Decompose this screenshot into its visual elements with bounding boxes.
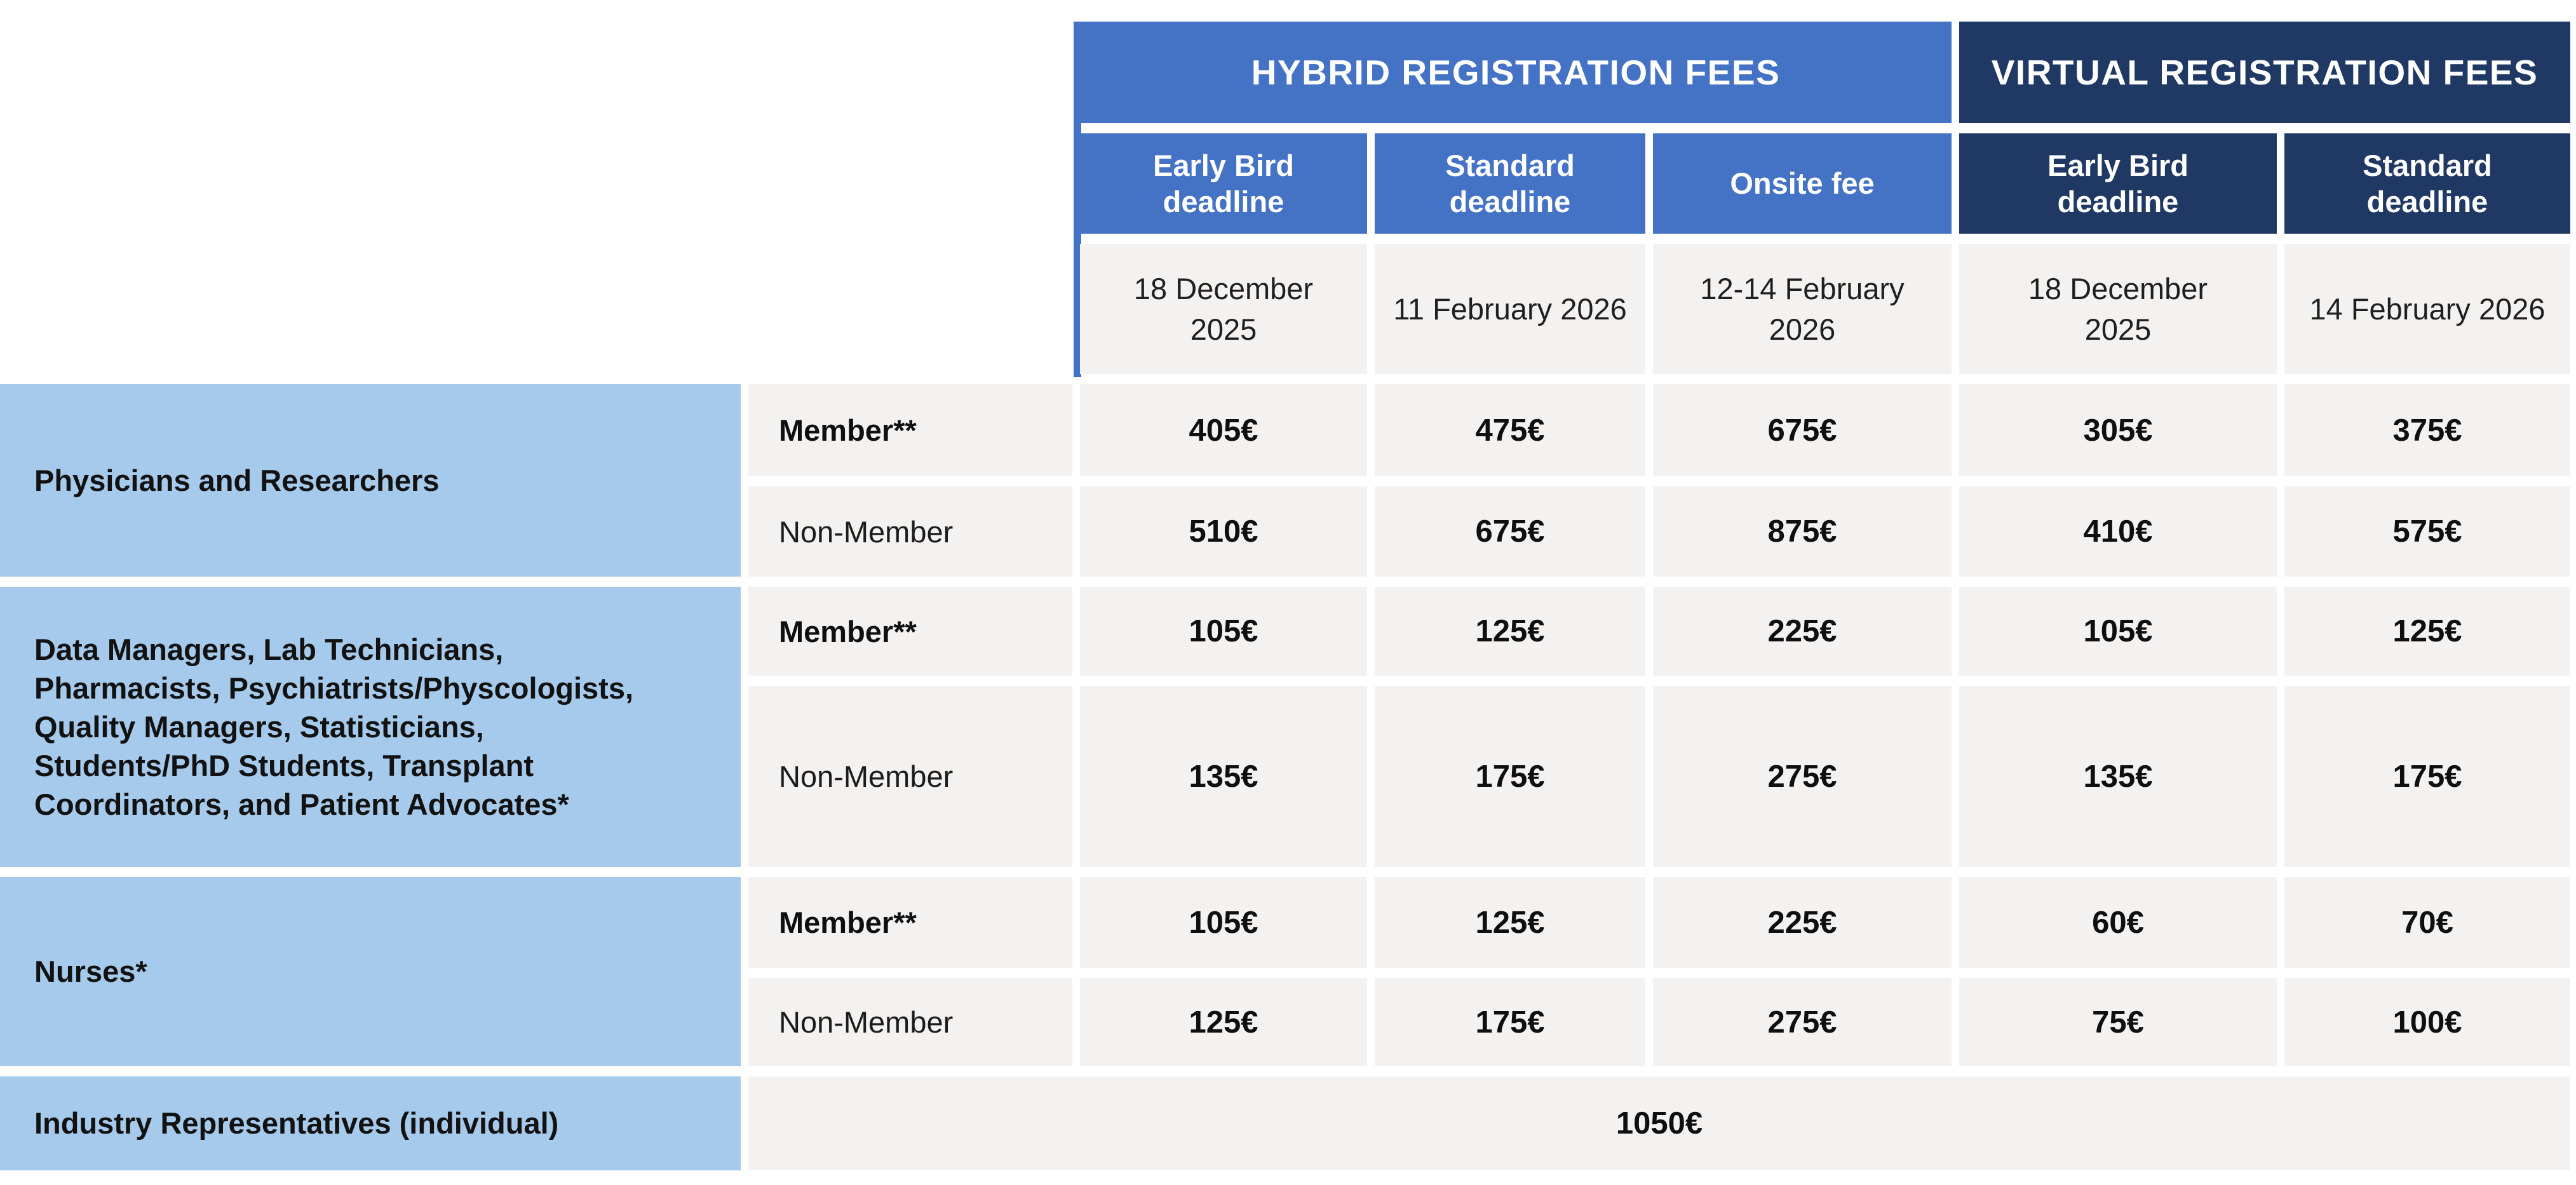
fee-cell: 100€ — [2284, 978, 2570, 1066]
fee-cell: 105€ — [1080, 877, 1367, 968]
deadline-date-label: 12-14 February 2026 — [1700, 272, 1905, 346]
fee-cell: 105€ — [1080, 587, 1367, 676]
fee-cell: 135€ — [1080, 686, 1367, 867]
fee-cell: 75€ — [1959, 978, 2277, 1066]
fee-cell: 135€ — [1959, 686, 2277, 867]
column-header-label: Standard deadline — [1445, 148, 1575, 218]
fee-cell: 175€ — [1375, 978, 1645, 1066]
fee-cell: 575€ — [2284, 486, 2570, 577]
fee-cell: 175€ — [2284, 686, 2570, 867]
membership-label: Non-Member — [748, 978, 1072, 1066]
deadline-date-virtual-standard: 14 February 2026 — [2284, 244, 2570, 374]
deadline-date-label: 18 December 2025 — [2028, 272, 2208, 346]
fee-cell: 125€ — [1375, 587, 1645, 676]
column-header-hybrid-onsite: Onsite fee — [1653, 133, 1952, 234]
membership-label: Member** — [748, 587, 1072, 676]
category-data-managers-allied: Data Managers, Lab Technicians, Pharmaci… — [0, 587, 741, 867]
hybrid-left-accent-bar — [1074, 22, 1081, 377]
category-industry-representatives: Industry Representatives (individual) — [0, 1076, 741, 1170]
column-header-hybrid-early-bird: Early Bird deadline — [1080, 133, 1367, 234]
column-header-label: Standard deadline — [2363, 148, 2492, 218]
fee-cell: 510€ — [1080, 486, 1367, 577]
fee-cell: 175€ — [1375, 686, 1645, 867]
fee-cell: 225€ — [1653, 877, 1952, 968]
hybrid-fees-header: HYBRID REGISTRATION FEES — [1080, 22, 1952, 123]
deadline-date-label: 14 February 2026 — [2309, 291, 2546, 326]
fee-cell: 675€ — [1653, 384, 1952, 476]
column-header-virtual-standard: Standard deadline — [2284, 133, 2570, 234]
column-header-label: Early Bird deadline — [2047, 148, 2189, 218]
registration-fees-table: HYBRID REGISTRATION FEES VIRTUAL REGISTR… — [0, 22, 2570, 1170]
column-header-virtual-early-bird: Early Bird deadline — [1959, 133, 2277, 234]
fee-cell: 125€ — [1080, 978, 1367, 1066]
category-nurses: Nurses* — [0, 877, 741, 1066]
fee-cell: 375€ — [2284, 384, 2570, 476]
fee-cell: 70€ — [2284, 877, 2570, 968]
fee-cell: 105€ — [1959, 587, 2277, 676]
deadline-date-label: 11 February 2026 — [1393, 291, 1627, 326]
fee-cell: 875€ — [1653, 486, 1952, 577]
fee-cell: 305€ — [1959, 384, 2277, 476]
membership-label: Member** — [748, 877, 1072, 968]
fee-cell: 275€ — [1653, 978, 1952, 1066]
deadline-date-hybrid-standard: 11 February 2026 — [1375, 244, 1645, 374]
fee-cell: 125€ — [1375, 877, 1645, 968]
fee-cell: 125€ — [2284, 587, 2570, 676]
deadline-date-label: 18 December 2025 — [1133, 272, 1314, 346]
fee-cell: 410€ — [1959, 486, 2277, 577]
virtual-fees-header: VIRTUAL REGISTRATION FEES — [1959, 22, 2570, 123]
industry-flat-fee-cell: 1050€ — [748, 1076, 2570, 1170]
membership-label: Member** — [748, 384, 1072, 476]
column-header-label: Onsite fee — [1730, 166, 1875, 201]
column-header-label: Early Bird deadline — [1152, 148, 1295, 218]
fee-cell: 475€ — [1375, 384, 1645, 476]
deadline-date-virtual-early-bird: 18 December 2025 — [1959, 244, 2277, 374]
fee-cell: 675€ — [1375, 486, 1645, 577]
fee-cell: 275€ — [1653, 686, 1952, 867]
deadline-date-hybrid-onsite: 12-14 February 2026 — [1653, 244, 1952, 374]
deadline-date-hybrid-early-bird: 18 December 2025 — [1080, 244, 1367, 374]
membership-label: Non-Member — [748, 686, 1072, 867]
column-header-hybrid-standard: Standard deadline — [1375, 133, 1645, 234]
fee-cell: 225€ — [1653, 587, 1952, 676]
fee-cell: 60€ — [1959, 877, 2277, 968]
fee-cell: 405€ — [1080, 384, 1367, 476]
membership-label: Non-Member — [748, 486, 1072, 577]
category-physicians-researchers: Physicians and Researchers — [0, 384, 741, 577]
